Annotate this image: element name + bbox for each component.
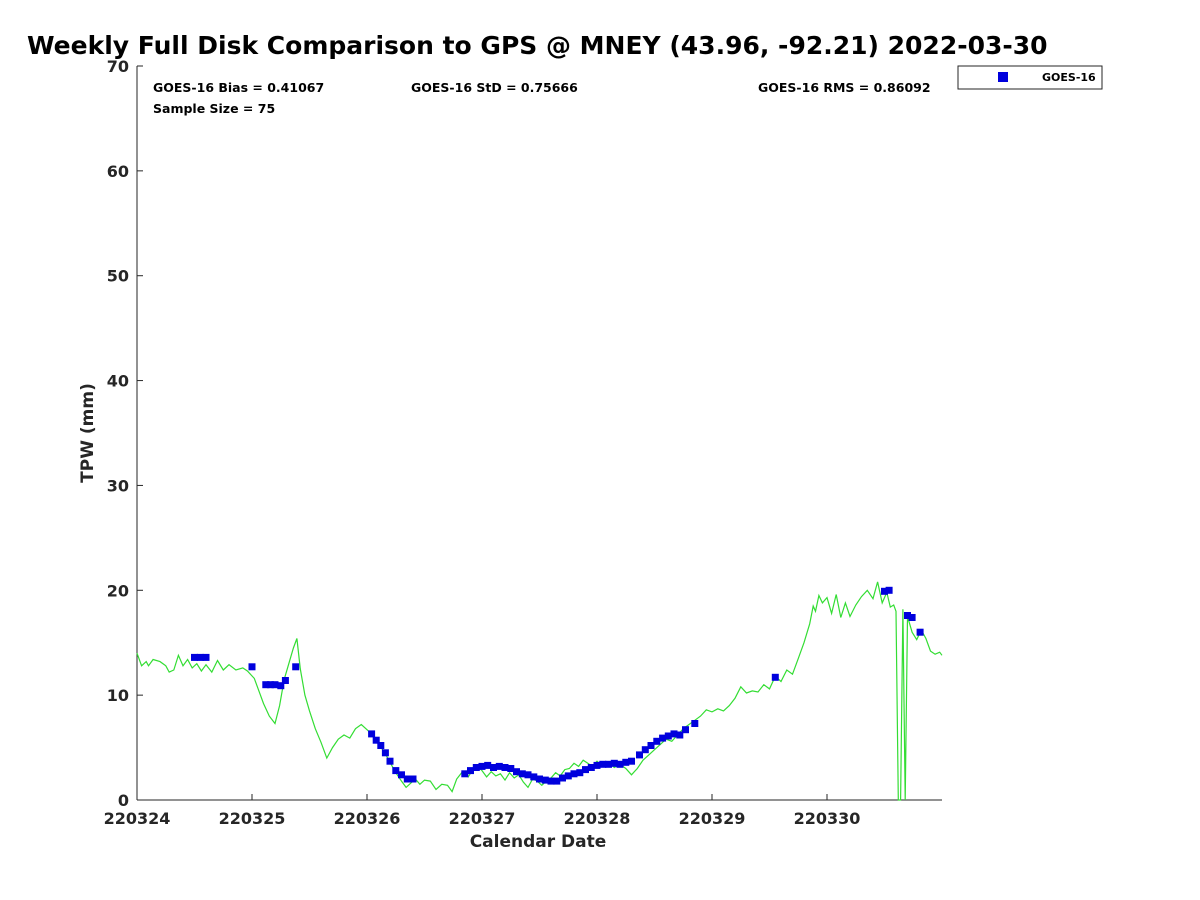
goes16-point — [541, 776, 549, 784]
series-layer — [136, 581, 943, 801]
goes16-point — [904, 612, 911, 619]
x-ticks: 220324 220325 220326 220327 220328 220329 2203… — [104, 794, 861, 828]
y-tick-label: 30 — [107, 476, 129, 495]
goes16-point — [547, 777, 555, 785]
goes16-point — [281, 677, 289, 684]
stat-sample-size: Sample Size = 75 — [153, 101, 275, 116]
goes16-point — [409, 775, 417, 783]
goes16-point — [530, 773, 538, 781]
goes16-point — [881, 587, 888, 595]
y-tick-label: 70 — [107, 57, 129, 76]
goes16-point — [392, 767, 400, 775]
goes16-point — [593, 761, 601, 769]
goes16-point — [478, 762, 486, 770]
goes16-point — [616, 760, 624, 768]
legend-label-goes16: GOES-16 — [1042, 71, 1096, 84]
legend: GOES-16 — [957, 65, 1103, 90]
goes16-point — [553, 777, 561, 785]
goes16-point — [472, 764, 480, 771]
goes16-point — [490, 764, 497, 771]
goes16-point — [377, 742, 385, 749]
goes16-point — [386, 757, 394, 765]
goes16-point — [266, 681, 274, 689]
goes16-point — [368, 730, 376, 738]
stat-rms: GOES-16 RMS = 0.86092 — [758, 80, 931, 95]
goes16-point — [576, 769, 584, 777]
x-tick-label: 220325 — [219, 809, 286, 828]
goes16-point — [507, 765, 515, 772]
y-ticks: 0 10 20 30 40 50 60 70 — [107, 57, 143, 810]
goes16-point — [587, 764, 595, 771]
goes16-point — [599, 760, 607, 768]
x-tick-label: 220328 — [564, 809, 631, 828]
goes16-point — [908, 614, 916, 621]
x-tick-label: 220329 — [679, 809, 746, 828]
goes16-point — [676, 731, 684, 739]
goes16-point — [191, 653, 198, 661]
y-tick-label: 10 — [107, 686, 129, 705]
y-tick-label: 0 — [118, 791, 129, 810]
goes16-point — [381, 749, 389, 757]
y-tick-label: 50 — [107, 267, 129, 286]
y-axis-label: TPW (mm) — [78, 383, 98, 483]
goes16-point — [653, 737, 661, 745]
goes16-point — [647, 742, 655, 749]
goes16-point — [484, 761, 492, 769]
stat-bias: GOES-16 Bias = 0.41067 — [153, 80, 324, 95]
goes16-point — [691, 720, 699, 727]
goes16-point — [570, 770, 578, 778]
goes16-point — [277, 682, 285, 690]
goes16-point — [771, 673, 779, 681]
legend-marker-goes16 — [998, 72, 1008, 82]
y-tick-label: 60 — [107, 162, 129, 181]
goes16-point — [248, 663, 256, 671]
plot-area — [137, 66, 942, 800]
goes16-point — [495, 762, 503, 770]
goes16-point — [518, 770, 526, 778]
goes16-point — [202, 653, 210, 661]
goes16-point — [372, 736, 380, 744]
y-tick-label: 20 — [107, 581, 129, 600]
goes16-point — [641, 746, 649, 754]
goes16-point — [398, 771, 405, 779]
x-axis-label: Calendar Date — [470, 832, 607, 852]
goes16-point — [461, 770, 469, 778]
legend-box — [957, 65, 1103, 90]
goes16-point — [664, 732, 672, 740]
goes16-point — [636, 751, 643, 759]
goes16-point — [403, 775, 411, 783]
goes16-point — [605, 760, 612, 768]
goes16-point — [292, 663, 300, 671]
goes16-point — [524, 771, 532, 779]
goes16-point — [610, 759, 618, 767]
x-tick-label: 220324 — [104, 809, 171, 828]
goes16-point — [670, 730, 678, 738]
goes16-point — [196, 653, 204, 661]
x-tick-label: 220330 — [794, 809, 861, 828]
goes16-point — [916, 628, 924, 636]
goes16-point — [564, 772, 572, 780]
goes16-point — [513, 768, 520, 776]
goes16-point — [885, 586, 893, 594]
chart-title: Weekly Full Disk Comparison to GPS @ MNE… — [27, 31, 1048, 60]
stat-std: GOES-16 StD = 0.75666 — [411, 80, 578, 95]
goes16-point — [536, 775, 543, 783]
x-tick-label: 220327 — [449, 809, 516, 828]
goes16-point — [262, 681, 270, 689]
goes16-point — [682, 726, 689, 734]
goes16-point — [559, 774, 566, 782]
goes16-point — [271, 681, 279, 689]
x-tick-label: 220326 — [334, 809, 401, 828]
y-tick-label: 40 — [107, 372, 129, 391]
goes16-point — [622, 758, 630, 766]
goes16-point — [501, 764, 509, 771]
goes16-point — [467, 767, 474, 775]
goes16-point — [628, 757, 635, 765]
goes16-point — [659, 734, 667, 742]
goes16-point — [582, 766, 589, 774]
